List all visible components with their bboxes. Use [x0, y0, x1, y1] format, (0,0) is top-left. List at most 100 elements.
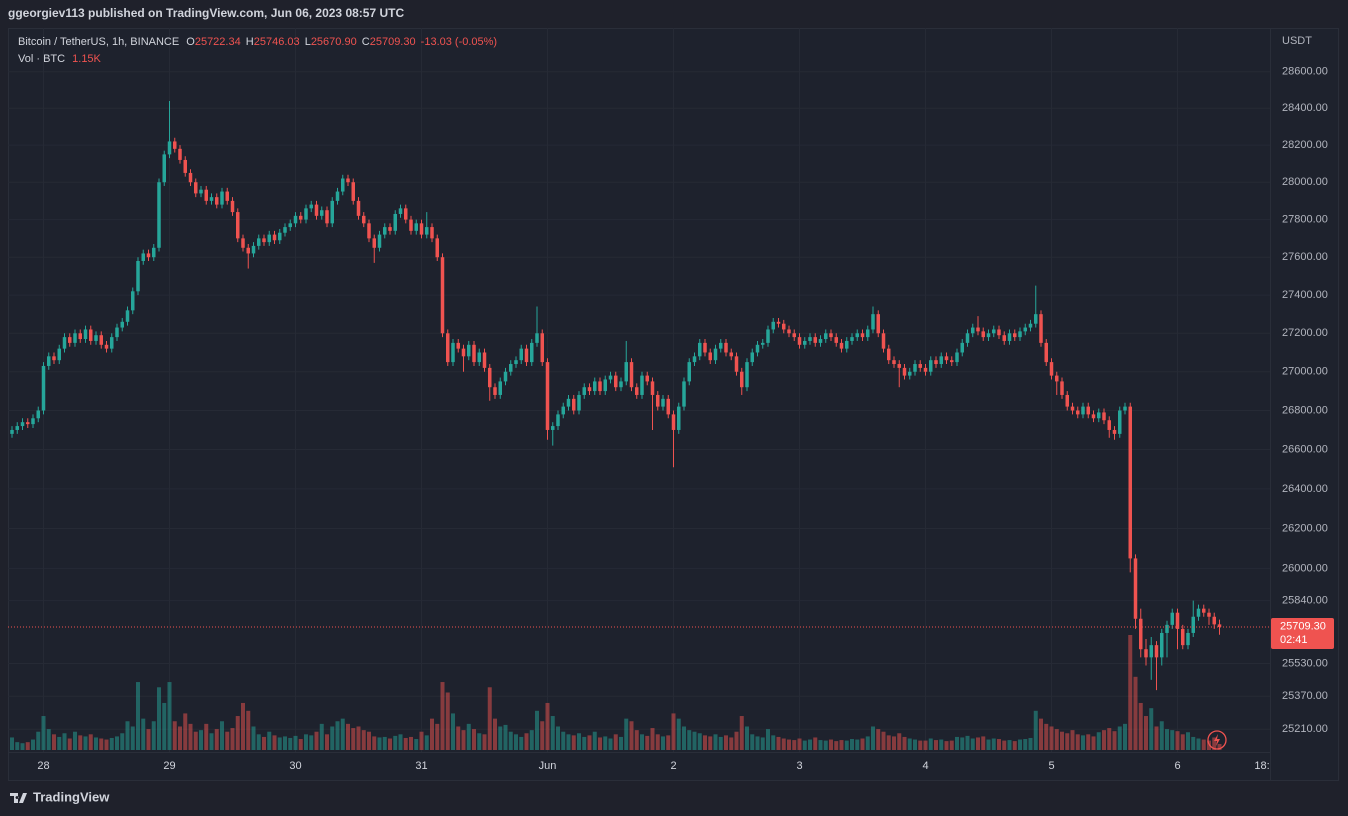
- alert-icon-bolt: [1214, 734, 1220, 746]
- volume-bar: [529, 730, 534, 750]
- candle-body: [908, 371, 912, 376]
- candle-body: [183, 159, 187, 173]
- volume-bar: [440, 682, 445, 750]
- y-tick-label: 27200.00: [1282, 327, 1328, 339]
- volume-bar: [760, 737, 765, 750]
- ohlc-value: 25709.30: [370, 36, 416, 48]
- volume-bar: [850, 739, 854, 750]
- candle-body: [472, 344, 476, 363]
- volume-bar: [592, 731, 597, 750]
- x-tick-label: 3: [796, 760, 802, 772]
- candle-body: [1160, 632, 1164, 658]
- axis-layer: 28600.00 28400.00 28200.00 28000.00 27800.00…: [8, 66, 1334, 772]
- candle-body: [682, 381, 686, 407]
- candle-body: [15, 426, 19, 430]
- candle-body: [829, 333, 833, 338]
- candle-body: [971, 327, 975, 334]
- volume-bar: [346, 723, 350, 750]
- volume-bar: [1170, 730, 1175, 750]
- volume-bar: [535, 710, 539, 750]
- candle-body: [362, 215, 366, 224]
- candle-body: [320, 210, 324, 216]
- candle-body: [713, 348, 718, 361]
- volume-bar: [1023, 739, 1028, 750]
- candle-body: [167, 141, 172, 155]
- candle-body: [1170, 612, 1174, 625]
- y-tick-label: 26000.00: [1282, 562, 1328, 574]
- candle-body: [204, 189, 208, 201]
- candle-body: [524, 348, 529, 363]
- volume-bar: [944, 741, 949, 750]
- volume-bar: [482, 734, 487, 750]
- volume-bar: [456, 726, 461, 750]
- volume-bar: [514, 734, 518, 750]
- candle-body: [125, 310, 130, 322]
- candle-body: [871, 314, 875, 330]
- volume-bar: [666, 735, 671, 750]
- y-tick-label: 26600.00: [1282, 443, 1328, 455]
- candle-body: [57, 348, 61, 361]
- candle-body: [944, 356, 949, 361]
- candle-body: [451, 342, 455, 363]
- candle-body: [598, 381, 602, 392]
- candle-body: [593, 381, 597, 392]
- candle-body: [157, 182, 161, 248]
- volume-bar: [199, 730, 203, 750]
- candle-body: [10, 429, 14, 434]
- volume-bar: [771, 735, 776, 750]
- candle-body: [960, 342, 964, 353]
- candle-body: [388, 227, 392, 231]
- volume-bar: [151, 721, 156, 750]
- candle-body: [645, 375, 649, 382]
- last-price-tag: [1271, 618, 1334, 650]
- candle-body: [1212, 616, 1216, 625]
- candle-body: [1076, 410, 1080, 415]
- candle-body: [776, 321, 781, 324]
- volume-bar: [540, 721, 545, 750]
- candle-body: [314, 204, 319, 216]
- volume-bar: [871, 726, 875, 750]
- candle-body: [729, 352, 733, 357]
- candle-body: [31, 418, 35, 425]
- candle-body: [257, 238, 261, 246]
- candle-body: [398, 208, 403, 214]
- volume-bar: [976, 737, 980, 750]
- volume-bar: [487, 687, 492, 750]
- candle-body: [230, 200, 235, 213]
- x-tick-label: 30: [289, 760, 301, 772]
- ohlc-value: 25746.03: [254, 36, 300, 48]
- candle-body: [1118, 410, 1122, 434]
- candle-body: [1081, 406, 1085, 415]
- volume-layer: [10, 635, 1222, 750]
- volume-bar: [818, 740, 823, 750]
- volume-bar: [676, 718, 681, 750]
- candle-body: [115, 327, 119, 338]
- candle-body: [1070, 406, 1075, 411]
- symbol: Bitcoin / TetherUS, 1h, BINANCE: [18, 36, 179, 48]
- y-tick-label: 28000.00: [1282, 176, 1328, 188]
- candle-body: [346, 178, 350, 183]
- volume-bar: [272, 735, 277, 750]
- alert-icon[interactable]: [1207, 730, 1227, 750]
- candle-body: [1055, 375, 1059, 382]
- candle-body: [519, 348, 523, 361]
- volume-bar: [687, 730, 692, 750]
- candle-body: [929, 360, 933, 372]
- volume-bar: [393, 735, 398, 750]
- volume-bar: [834, 741, 839, 750]
- candle-body: [120, 321, 124, 328]
- volume-bar: [304, 734, 308, 750]
- volume-bar: [435, 723, 440, 750]
- candle-body: [650, 381, 655, 395]
- candle-body: [367, 223, 371, 239]
- volume-bar: [115, 736, 119, 750]
- candle-body: [766, 329, 770, 343]
- volume-bar: [414, 739, 419, 750]
- y-tick-label: 26800.00: [1282, 404, 1328, 416]
- volume-bar: [1212, 737, 1217, 750]
- volume-bar: [83, 736, 88, 750]
- volume-bar: [1123, 723, 1127, 750]
- volume-bar: [1086, 734, 1091, 750]
- volume-bar: [146, 729, 151, 750]
- candle-body: [188, 172, 193, 183]
